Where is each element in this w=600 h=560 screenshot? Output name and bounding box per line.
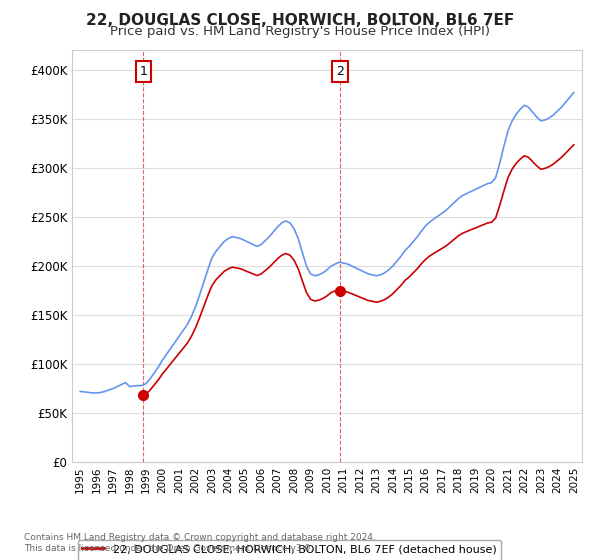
Legend: 22, DOUGLAS CLOSE, HORWICH, BOLTON, BL6 7EF (detached house), HPI: Average price: 22, DOUGLAS CLOSE, HORWICH, BOLTON, BL6 … [77,540,502,560]
Text: 22, DOUGLAS CLOSE, HORWICH, BOLTON, BL6 7EF: 22, DOUGLAS CLOSE, HORWICH, BOLTON, BL6 … [86,13,514,28]
Text: Contains HM Land Registry data © Crown copyright and database right 2024.
This d: Contains HM Land Registry data © Crown c… [24,533,376,553]
Text: 2: 2 [336,65,344,78]
Text: Price paid vs. HM Land Registry's House Price Index (HPI): Price paid vs. HM Land Registry's House … [110,25,490,38]
Text: 1: 1 [139,65,147,78]
